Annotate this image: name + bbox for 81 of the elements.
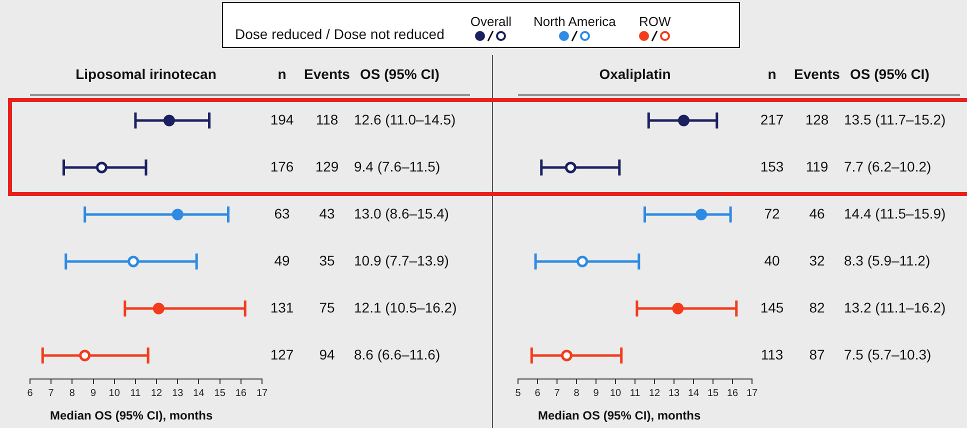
- y-tick-label: 40: [764, 252, 780, 268]
- y-tick-label: 217: [760, 111, 784, 128]
- text: 10.9 (7.7–13.9): [354, 252, 449, 268]
- y-tick-label: 49: [274, 252, 290, 268]
- x-tick-label: 8: [69, 388, 76, 399]
- text: 9.4 (7.6–11.5): [354, 158, 440, 174]
- text: 13.0 (8.6–15.4): [354, 205, 449, 222]
- y-tick-label: 131: [270, 299, 294, 316]
- text: 14.4 (11.5–15.9): [844, 205, 946, 222]
- text: OS (95% CI): [360, 66, 440, 82]
- x-tick-label: 7: [48, 388, 54, 399]
- x-tick-label: 16: [235, 388, 247, 399]
- x-tick-label: 17: [256, 388, 268, 399]
- text: 75: [319, 299, 335, 316]
- x-tick-label: 16: [726, 388, 738, 399]
- y-tick-label: 194: [270, 111, 294, 128]
- x-tick-label: 14: [193, 388, 205, 399]
- text: 7.7 (6.2–10.2): [844, 158, 932, 174]
- point: [672, 302, 684, 314]
- text: 94: [319, 346, 335, 362]
- text: 13.5 (11.7–15.2): [844, 111, 946, 128]
- x-tick-label: 13: [172, 388, 184, 399]
- x-tick-label: 14: [688, 388, 700, 399]
- point: [172, 208, 184, 220]
- text: 7.5 (5.7–10.3): [844, 346, 932, 362]
- y-tick-label: 113: [760, 346, 784, 362]
- x-tick-label: 10: [610, 388, 622, 399]
- y-tick-label: 63: [274, 205, 290, 222]
- x-tick-label: 10: [108, 388, 120, 399]
- text: 129: [315, 158, 339, 174]
- chart-title: Liposomal irinotecan: [76, 66, 216, 82]
- point: [163, 114, 175, 126]
- x-tick-label: 8: [574, 388, 580, 399]
- text: Events: [794, 66, 840, 82]
- legend-title: Dose reduced / Dose not reduced: [235, 26, 444, 42]
- y-tick-label: 127: [270, 346, 294, 362]
- text: 13.2 (11.1–16.2): [844, 299, 946, 316]
- x-tick-label: 5: [515, 388, 522, 399]
- text: OS (95% CI): [850, 66, 930, 82]
- point: [678, 114, 690, 126]
- text: 32: [809, 252, 825, 268]
- text: 87: [809, 346, 825, 362]
- x-tick-label: 17: [746, 388, 758, 399]
- y-tick-label: 176: [270, 158, 294, 174]
- text: Overall: [470, 13, 512, 30]
- point: [696, 208, 708, 220]
- y-tick-label: 145: [760, 299, 784, 316]
- x-tick-label: 11: [630, 388, 641, 399]
- text: 8.6 (6.6–11.6): [354, 346, 440, 362]
- y-tick-label: 72: [764, 205, 780, 222]
- text: 12.6 (11.0–14.5): [354, 111, 456, 128]
- x-axis-title: Median OS (95% CI), months: [538, 408, 702, 422]
- chart-title: Oxaliplatin: [599, 66, 671, 82]
- text: 12.1 (10.5–16.2): [354, 299, 457, 316]
- x-tick-label: 11: [130, 388, 142, 399]
- x-tick-label: 12: [648, 388, 660, 399]
- text: 119: [806, 158, 828, 174]
- x-axis-title: Median OS (95% CI), months: [50, 408, 214, 422]
- text: 35: [319, 252, 335, 268]
- x-tick-label: 9: [90, 388, 96, 399]
- y-tick-label: 153: [760, 158, 784, 174]
- text: 8.3 (5.9–11.2): [844, 252, 930, 268]
- x-tick-label: 6: [534, 388, 541, 399]
- text: 46: [809, 205, 825, 222]
- text: 82: [809, 299, 825, 316]
- x-tick-label: 9: [593, 388, 600, 399]
- text: n: [768, 66, 776, 82]
- x-tick-label: 13: [668, 388, 680, 399]
- text: Events: [304, 66, 350, 82]
- text: 43: [319, 205, 335, 222]
- text: ROW: [639, 13, 671, 30]
- text: 128: [805, 111, 829, 128]
- x-tick-label: 6: [27, 388, 34, 399]
- x-tick-label: 7: [554, 388, 560, 399]
- x-tick-label: 12: [150, 388, 163, 399]
- x-tick-label: 15: [707, 388, 719, 399]
- text: North America: [534, 13, 616, 30]
- x-tick-label: 15: [214, 388, 226, 399]
- point: [152, 302, 164, 314]
- text: n: [278, 66, 286, 82]
- text: 118: [316, 111, 338, 128]
